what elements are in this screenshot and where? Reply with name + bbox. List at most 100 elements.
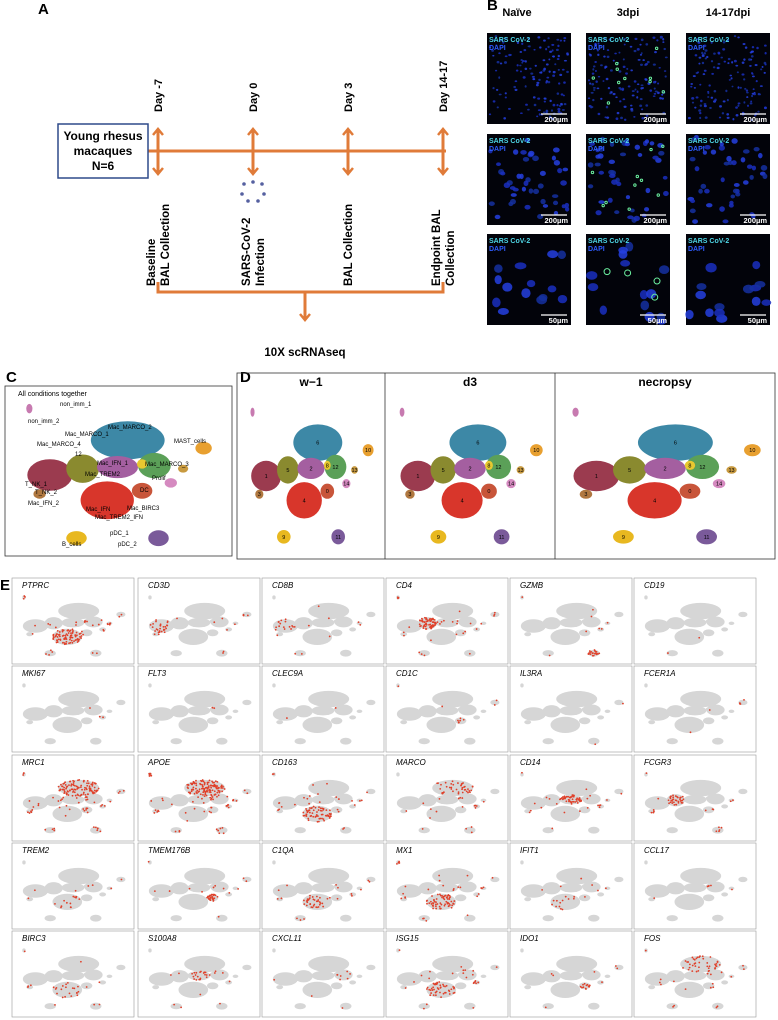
nucleus [753, 147, 760, 152]
expression-dot [184, 811, 187, 814]
expression-dot [87, 885, 90, 887]
expression-dot [559, 885, 562, 888]
cluster [520, 619, 546, 633]
expression-dot [430, 900, 432, 903]
nucleus [528, 150, 535, 157]
expression-dot [698, 636, 701, 639]
expression-dot [202, 793, 204, 796]
cluster [138, 452, 171, 479]
expression-dot [63, 637, 66, 640]
virus-signal [639, 178, 644, 183]
expression-dot [434, 903, 437, 906]
expression-dot [442, 791, 445, 794]
nucleus [719, 142, 724, 147]
expression-dot [567, 795, 570, 798]
cluster [457, 972, 464, 977]
expression-dot [576, 797, 579, 800]
cluster [449, 424, 507, 461]
expression-dot [101, 804, 104, 806]
expression-dot [57, 800, 60, 802]
expression-dot [335, 796, 338, 798]
cluster [666, 738, 678, 745]
expression-dot [52, 638, 55, 641]
expression-dot [583, 982, 586, 985]
expression-dot [100, 805, 102, 807]
cluster [473, 715, 481, 720]
expression-dot [707, 970, 710, 973]
expression-dot [78, 778, 81, 781]
cluster [294, 882, 313, 895]
cluster [520, 972, 546, 986]
expression-dot [671, 800, 674, 802]
expression-dot [451, 904, 454, 907]
cluster [604, 974, 611, 978]
cluster [464, 737, 476, 745]
expression-dot [80, 635, 83, 637]
virus [262, 192, 266, 196]
expression-dot [210, 786, 213, 789]
nucleus [610, 91, 613, 94]
expression-dot [321, 813, 324, 816]
scale-label: 200µm [743, 216, 767, 225]
nucleus [645, 43, 649, 46]
cluster [573, 460, 620, 492]
expression-dot [597, 889, 599, 892]
nucleus [548, 70, 551, 73]
expression-dot [461, 782, 463, 785]
expression-dot [493, 611, 496, 614]
cluster-label: T_NK_1 [25, 482, 48, 488]
stain-label: SARS CoV-2 [489, 37, 530, 44]
expression-dot [48, 653, 50, 656]
expression-dot [216, 791, 219, 794]
stain-label: DAPI [688, 45, 705, 52]
expression-dot [307, 819, 310, 822]
nucleus [705, 262, 717, 273]
cluster [311, 794, 335, 805]
nucleus [552, 70, 556, 74]
expression-dot [687, 968, 690, 971]
expression-dot [302, 814, 305, 817]
cluster [152, 632, 160, 637]
cluster [206, 982, 219, 990]
gene-label: C1QA [272, 846, 294, 855]
expression-dot [70, 783, 73, 786]
cluster [457, 619, 464, 624]
cluster [726, 466, 737, 474]
expression-dot [675, 799, 678, 802]
expression-dot [565, 795, 568, 798]
cluster [294, 1003, 306, 1010]
nucleus [558, 104, 562, 108]
expression-dot [397, 685, 400, 688]
nucleus [622, 58, 625, 61]
expression-dot [475, 982, 477, 985]
expression-dot [192, 782, 194, 785]
expression-dot [192, 780, 195, 783]
expression-dot [568, 799, 571, 802]
nucleus [600, 97, 603, 100]
expression-dot [278, 808, 281, 811]
nucleus [639, 63, 643, 66]
expression-dot [308, 811, 311, 814]
expression-dot [712, 986, 715, 989]
expression-dot [318, 801, 321, 803]
expression-dot [199, 977, 202, 980]
cluster [277, 529, 291, 544]
expression-dot [682, 967, 684, 969]
nucleus [503, 117, 506, 120]
expression-dot [199, 993, 202, 996]
expression-dot [426, 620, 429, 623]
expression-dot [196, 789, 199, 792]
nucleus [563, 102, 567, 106]
expression-dot [346, 977, 349, 980]
expression-dot [319, 896, 321, 899]
cluster [542, 1003, 554, 1010]
nucleus [689, 156, 696, 162]
expression-dot [99, 830, 102, 833]
cluster [366, 699, 376, 706]
cluster [490, 699, 500, 706]
cluster [210, 616, 229, 628]
cluster [311, 705, 335, 716]
nucleus [503, 61, 508, 64]
expression-dot [432, 907, 434, 910]
expression-dot [217, 829, 220, 832]
